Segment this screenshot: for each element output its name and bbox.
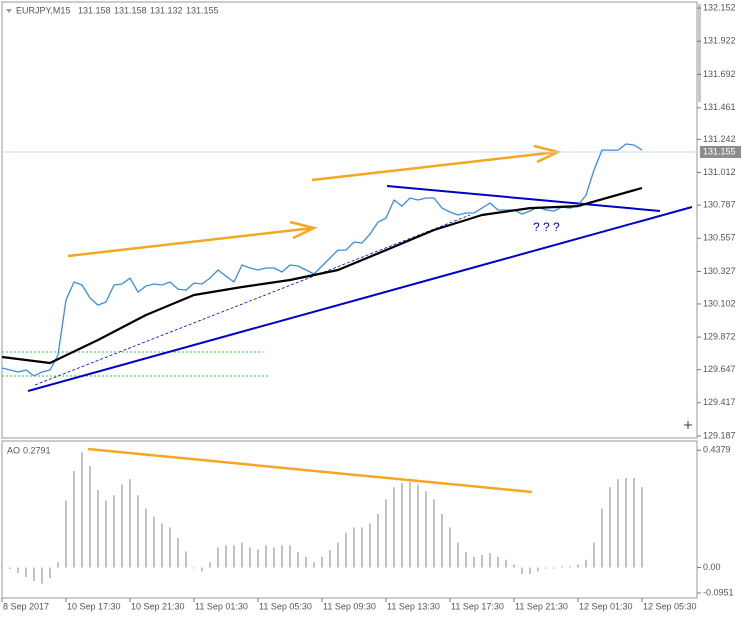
y-tick-label: 131.242 — [703, 134, 736, 144]
x-tick-label: 10 Sep 21:30 — [131, 601, 185, 611]
x-tick-label: 11 Sep 05:30 — [259, 601, 312, 611]
menu-icon — [6, 9, 12, 13]
resistance-line — [386, 185, 661, 212]
y-tick-label: 130.787 — [703, 199, 736, 209]
x-tick-label: 12 Sep 01:30 — [579, 601, 633, 611]
x-tick-label: 10 Sep 17:30 — [67, 601, 121, 611]
crosshair-icon — [684, 421, 692, 429]
x-tick-label: 11 Sep 13:30 — [387, 601, 440, 611]
y-tick-label: 130.102 — [703, 298, 736, 308]
y-tick-label: 129.872 — [703, 331, 736, 341]
symbol-title: EURJPY,M15 — [16, 5, 70, 15]
y-tick-label: 131.012 — [703, 167, 736, 177]
y-tick-label: 129.647 — [703, 364, 736, 374]
ao-value: 0.2791 — [23, 445, 51, 455]
y-tick-label: -0.0951 — [703, 587, 734, 597]
ao-title: AO — [7, 445, 20, 455]
x-tick-label: 11 Sep 01:30 — [195, 601, 248, 611]
y-tick-label: 131.922 — [703, 36, 736, 46]
header-value: 131.158 — [114, 5, 147, 15]
scrollbar — [698, 4, 701, 102]
annotation: ? ? ? — [533, 220, 560, 234]
ao-panel — [1, 440, 698, 599]
y-tick-label: 131.461 — [703, 102, 736, 112]
y-tick-label: 129.187 — [703, 430, 736, 440]
x-tick-label: 11 Sep 21:30 — [515, 601, 568, 611]
x-tick-label: 11 Sep 17:30 — [451, 601, 504, 611]
x-tick-label: 11 Sep 09:30 — [323, 601, 376, 611]
trend-line-dotted — [34, 214, 471, 386]
header-value: 131.132 — [150, 5, 183, 15]
current-price-label: 131.155 — [703, 146, 736, 156]
x-tick-label: 12 Sep 05:30 — [643, 601, 697, 611]
y-tick-label: 0.4379 — [703, 445, 731, 455]
current-price-box — [700, 145, 741, 158]
trend-line — [27, 206, 693, 392]
y-tick-label: 0.00 — [703, 562, 721, 572]
y-tick-label: 132.152 — [703, 2, 736, 12]
y-tick-label: 129.417 — [703, 397, 736, 407]
ao-divergence-line — [87, 447, 533, 494]
arrow — [67, 220, 318, 258]
x-tick-label: 8 Sep 2017 — [3, 601, 49, 611]
header-value: 131.155 — [186, 5, 219, 15]
main-panel — [1, 1, 698, 439]
y-tick-label: 131.692 — [703, 69, 736, 79]
y-tick-label: 130.557 — [703, 233, 736, 243]
y-tick-label: 130.327 — [703, 266, 736, 276]
moving-average — [1, 186, 643, 365]
header-value: 131.158 — [78, 5, 111, 15]
